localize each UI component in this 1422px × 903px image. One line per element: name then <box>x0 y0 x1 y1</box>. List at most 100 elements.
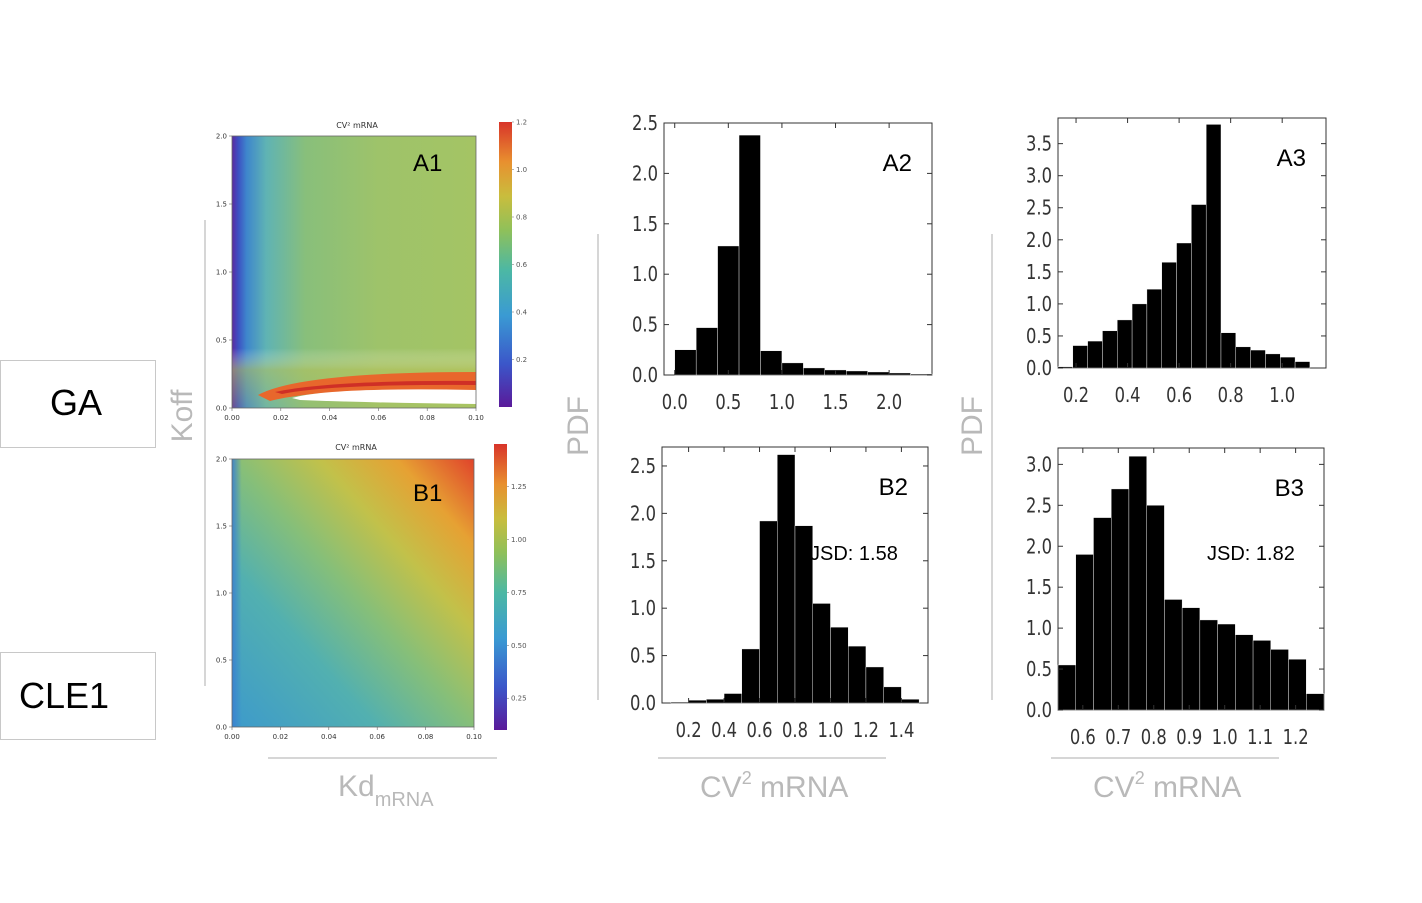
histogram-a2-bar <box>760 350 783 376</box>
heatmap-a1-xtick-label: 0.06 <box>371 414 387 422</box>
histogram-a3-bar <box>1220 332 1237 369</box>
histogram-b3-ytick-label: 1.5 <box>1026 575 1052 599</box>
histogram-b2-xtick-label: 1.4 <box>888 718 914 742</box>
histogram-b2-bar <box>848 645 867 704</box>
heatmap-a1-cb-label: 1.2 <box>516 119 527 127</box>
histogram-b3-bar <box>1128 455 1147 711</box>
histogram-a3-xtick-label: 0.8 <box>1218 383 1244 407</box>
histogram-b3-xtick-label: 1.0 <box>1212 725 1238 749</box>
histogram-a3-bar <box>1265 353 1281 369</box>
histogram-a3-bar <box>1235 346 1251 369</box>
histogram-a2-xtick-label: 1.5 <box>823 390 849 414</box>
heatmap-a1-cb-label: 0.4 <box>516 309 528 317</box>
histogram-b3-xtick-label: 0.9 <box>1176 725 1202 749</box>
heatmap-a1-xtick-label: 0.04 <box>322 414 338 422</box>
heatmap-b1-xtick-label: 0.04 <box>321 733 337 741</box>
histogram-a3-bar <box>1250 349 1266 369</box>
histogram-a3-ytick-label: 3.5 <box>1026 132 1052 156</box>
histogram-b2-bar <box>830 626 849 704</box>
heatmap-a1-ytick-label: 1.0 <box>216 269 227 277</box>
histogram-b2-bar <box>688 699 707 704</box>
histogram-b3-xtick-label: 1.2 <box>1283 725 1309 749</box>
heatmap-b1-colorbar <box>494 444 507 730</box>
histogram-a2-ytick-label: 1.0 <box>632 262 658 286</box>
heatmap-b1-cb-label: 0.75 <box>511 589 527 597</box>
histogram-a2-ytick-label: 2.5 <box>632 111 658 135</box>
histogram-b2-ytick-label: 0.5 <box>630 644 656 668</box>
histogram-b3-bar <box>1057 664 1076 711</box>
histogram-a3-bar <box>1117 319 1133 369</box>
heatmap-a1-xtick-label: 0.08 <box>419 414 435 422</box>
heatmap-a1-colorbar <box>499 122 512 407</box>
heatmap-a1-cb-label: 0.2 <box>516 356 527 364</box>
histogram-b3-bar <box>1093 517 1112 711</box>
histogram-a2-bar <box>717 245 740 376</box>
cv-left-axis-label: CV2 mRNA <box>700 768 848 804</box>
histogram-b3-bar <box>1164 599 1183 711</box>
heatmap-b1-cb-label: 1.25 <box>511 483 527 491</box>
heatmap-a1-ytick-label: 1.5 <box>216 201 227 209</box>
histogram-b3-xtick-label: 0.8 <box>1141 725 1167 749</box>
cv-left-sup: 2 <box>742 768 752 788</box>
cv-right-rest: mRNA <box>1145 771 1242 804</box>
histogram-a3-bar <box>1176 242 1192 369</box>
heatmap-a1-title: CV² mRNA <box>336 121 378 130</box>
heatmap-b1-left-edge <box>232 459 474 727</box>
histogram-a3-bar <box>1294 361 1311 369</box>
cv-left-main: CV <box>700 771 742 804</box>
cv-right-sup: 2 <box>1135 768 1145 788</box>
histogram-b2-ytick-label: 1.5 <box>630 549 656 573</box>
pdf-right-axis-label: PDF <box>956 396 989 456</box>
row-label-cle1: CLE1 <box>19 675 110 716</box>
heatmap-a1-xtick-label: 0.02 <box>273 414 289 422</box>
heatmap-a1-cb-label: 0.6 <box>516 261 528 269</box>
heatmap-a1-bottom-band <box>232 136 476 408</box>
histogram-b3-label: B3 <box>1275 475 1304 502</box>
histogram-b2-bar <box>741 648 760 704</box>
histogram-b2-bar <box>777 454 796 704</box>
histogram-a2-ytick-label: 1.5 <box>632 212 658 236</box>
histogram-a3-xtick-label: 0.6 <box>1166 383 1192 407</box>
kd-axis-label-sub: mRNA <box>375 789 435 811</box>
row-box-cle1 <box>0 652 156 740</box>
histogram-b2-jsd-annotation: JSD: 1.58 <box>810 543 898 565</box>
histogram-b3-bar <box>1288 659 1307 711</box>
kd-axis-label: KdmRNA <box>338 770 434 811</box>
heatmap-a1-xtick-label: 0.10 <box>468 414 484 422</box>
histogram-b2-ytick-label: 2.0 <box>630 501 656 525</box>
histogram-b3-jsd-annotation: JSD: 1.82 <box>1207 543 1295 565</box>
heatmap-a1-red-streaks <box>275 380 476 394</box>
heatmap-a1-ytick-label: 2.0 <box>216 133 227 141</box>
histogram-b2-bar <box>759 520 778 704</box>
histogram-b2-bar <box>723 693 742 704</box>
histogram-a2-bar <box>867 371 890 376</box>
histogram-b3-bar <box>1252 640 1271 711</box>
histogram-b3-xtick-label: 1.1 <box>1247 725 1273 749</box>
histogram-b3-ytick-label: 0.0 <box>1026 698 1052 722</box>
histogram-b3-bar <box>1199 619 1218 711</box>
heatmap-b1-xtick-label: 0.02 <box>273 733 289 741</box>
histogram-b3-ytick-label: 2.5 <box>1026 493 1052 517</box>
heatmap-a1-xtick-label: 0.00 <box>224 414 240 422</box>
histogram-b3-ytick-label: 0.5 <box>1026 657 1052 681</box>
histogram-a3-bar <box>1087 340 1103 369</box>
histogram-b3-bar <box>1146 505 1165 711</box>
histogram-b3-xtick-label: 0.7 <box>1105 725 1131 749</box>
histogram-a3-xtick-label: 0.2 <box>1063 383 1089 407</box>
histogram-b2-ytick-label: 1.0 <box>630 596 656 620</box>
heatmap-a1-ytick-label: 0.5 <box>216 337 227 345</box>
histogram-a3-ytick-label: 1.5 <box>1026 260 1052 284</box>
heatmap-b1-cb-label: 0.25 <box>511 695 527 703</box>
histogram-b3-bar <box>1306 693 1325 711</box>
heatmap-b1-colorbar-ticks: 0.25 0.50 0.75 1.00 1.25 <box>507 483 527 703</box>
histogram-b3-bar <box>1181 607 1201 711</box>
heatmap-a1-colorbar-ticks: 0.2 0.4 0.6 0.8 1.0 1.2 <box>512 119 528 364</box>
histogram-b2-xtick-label: 1.0 <box>817 718 843 742</box>
heatmap-a1-white-gap <box>292 389 476 404</box>
histogram-b2-xtick-label: 0.8 <box>782 718 808 742</box>
pdf-left-axis-label: PDF <box>562 396 595 456</box>
cv-right-axis-label: CV2 mRNA <box>1093 768 1241 804</box>
heatmap-a1-hot-band <box>258 372 476 401</box>
cv-left-rest: mRNA <box>752 771 849 804</box>
